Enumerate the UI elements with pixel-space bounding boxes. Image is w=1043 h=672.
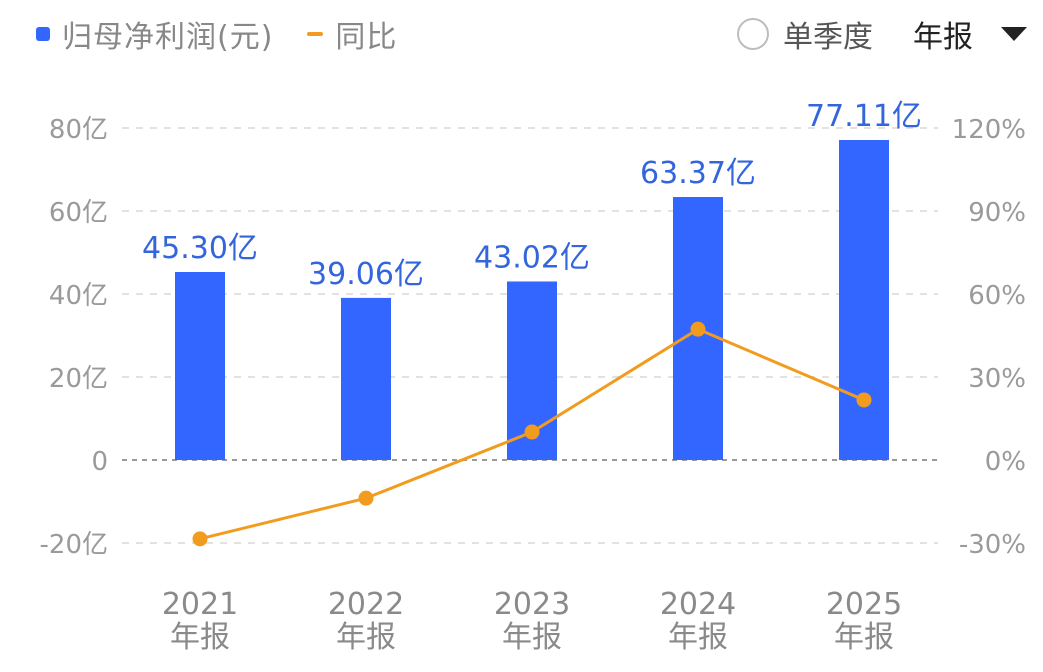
yoy-point[interactable]: [358, 490, 374, 506]
right-axis-tick-label: -30%: [959, 530, 1026, 560]
x-axis-tick-label: 2022 年报: [328, 587, 404, 655]
x-axis-tick-label: 2023 年报: [494, 587, 570, 655]
left-axis-ticks: 80亿 60亿 40亿 20亿 0 -20亿: [40, 115, 108, 560]
yoy-point[interactable]: [856, 392, 872, 408]
yoy-point[interactable]: [192, 531, 208, 547]
bar[interactable]: [839, 139, 889, 460]
yoy-line: [192, 321, 872, 547]
legend-bar-swatch: [36, 27, 50, 41]
bar-data-label: 43.02亿: [474, 240, 590, 275]
period-dropdown-label: 年报: [913, 20, 973, 55]
legend-label-yoy: 同比: [335, 20, 398, 55]
right-axis-tick-label: 0%: [985, 447, 1026, 477]
data-labels: 45.30亿 39.06亿 43.02亿 63.37亿 77.11亿: [142, 99, 922, 292]
legend-item-yoy[interactable]: 同比: [307, 12, 397, 56]
bar[interactable]: [341, 297, 391, 460]
x-axis-tick-label: 2025 年报: [826, 587, 902, 655]
caret-down-icon: [1001, 27, 1027, 41]
x-axis-tick-label: 2021 年报: [162, 587, 238, 655]
single-quarter-radio[interactable]: [737, 18, 769, 50]
x-axis-tick-label: 2024 年报: [660, 587, 736, 655]
bar-data-label: 77.11亿: [806, 99, 922, 134]
yoy-point[interactable]: [524, 424, 540, 440]
right-axis-ticks: 120% 90% 60% 30% 0% -30%: [952, 115, 1026, 560]
left-axis-tick-label: 80亿: [49, 115, 108, 145]
chart-controls: 单季度 年报: [737, 12, 1027, 56]
bar-data-label: 63.37亿: [640, 156, 756, 191]
bar-data-label: 39.06亿: [308, 257, 424, 292]
legend-item-net-profit[interactable]: 归母净利润(元): [36, 12, 273, 56]
left-axis-tick-label: -20亿: [40, 530, 108, 560]
yoy-point[interactable]: [690, 321, 706, 337]
left-axis-tick-label: 20亿: [49, 364, 108, 394]
bar-data-label: 45.30亿: [142, 231, 258, 266]
x-axis-ticks: 2021 年报 2022 年报 2023 年报 2024 年报 2025 年报: [162, 587, 902, 655]
chart-toolbar: 归母净利润(元) 同比 单季度 年报: [0, 0, 1043, 72]
single-quarter-label[interactable]: 单季度: [783, 20, 873, 55]
right-axis-tick-label: 30%: [968, 364, 1026, 394]
bars: [175, 139, 889, 460]
bar[interactable]: [175, 272, 225, 460]
legend: 归母净利润(元) 同比: [36, 12, 431, 56]
left-axis-tick-label: 40亿: [49, 281, 108, 311]
right-axis-tick-label: 60%: [968, 281, 1026, 311]
left-axis-tick-label: 60亿: [49, 198, 108, 228]
right-axis-tick-label: 120%: [952, 115, 1026, 145]
legend-label-net-profit: 归母净利润(元): [62, 20, 274, 55]
left-axis-tick-label: 0: [91, 447, 108, 477]
period-dropdown[interactable]: 年报: [913, 12, 1027, 56]
right-axis-tick-label: 90%: [968, 198, 1026, 228]
legend-line-swatch: [307, 32, 324, 36]
